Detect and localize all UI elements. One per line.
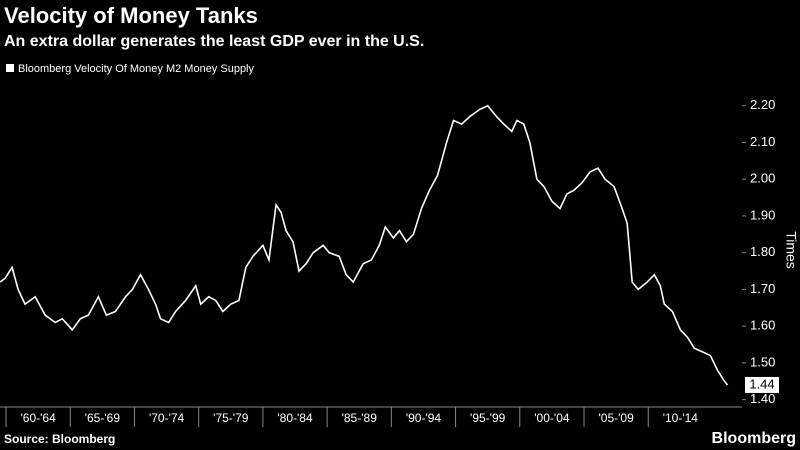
y-tick-label: 2.10 bbox=[750, 134, 775, 149]
chart-title: Velocity of Money Tanks bbox=[4, 3, 258, 28]
source: Source: Bloomberg bbox=[4, 432, 115, 446]
y-axis-label: Times bbox=[783, 231, 799, 269]
line bbox=[0, 104, 729, 386]
x-tick-label: '95-'99 bbox=[470, 411, 506, 425]
y-tick-label: 1.90 bbox=[750, 207, 775, 222]
x-tick-label: '85-'89 bbox=[342, 411, 378, 425]
x-tick-label: '10-'14 bbox=[663, 411, 699, 425]
last-value-label: 1.44 bbox=[749, 376, 774, 391]
legend-swatch bbox=[6, 64, 14, 72]
y-tick-label: 1.80 bbox=[750, 244, 775, 259]
y-tick-label: 1.60 bbox=[750, 318, 775, 333]
chart-subtitle: An extra dollar generates the least GDP … bbox=[4, 33, 424, 50]
last-value-box bbox=[745, 376, 779, 393]
brand: Bloomberg bbox=[712, 430, 796, 447]
x-tick-label: '70-'74 bbox=[149, 411, 185, 425]
x-tick-label: '80-'84 bbox=[277, 411, 313, 425]
x-tick-label: '05-'09 bbox=[598, 411, 634, 425]
x-tick-label: '00-'04 bbox=[534, 411, 570, 425]
x-tick-label: '90-'94 bbox=[406, 411, 442, 425]
y-tick-label: 1.70 bbox=[750, 281, 775, 296]
y-tick-label: 1.50 bbox=[750, 354, 775, 369]
y-tick-label: 2.00 bbox=[750, 171, 775, 186]
x-tick-label: '75-'79 bbox=[213, 411, 249, 425]
y-tick-label: 2.20 bbox=[750, 97, 775, 112]
legend-label: Bloomberg Velocity Of Money M2 Money Sup… bbox=[18, 63, 255, 75]
y-tick-label: 1.40 bbox=[750, 391, 775, 406]
x-tick-label: '60-'64 bbox=[21, 411, 57, 425]
x-tick-label: '65-'69 bbox=[85, 411, 121, 425]
